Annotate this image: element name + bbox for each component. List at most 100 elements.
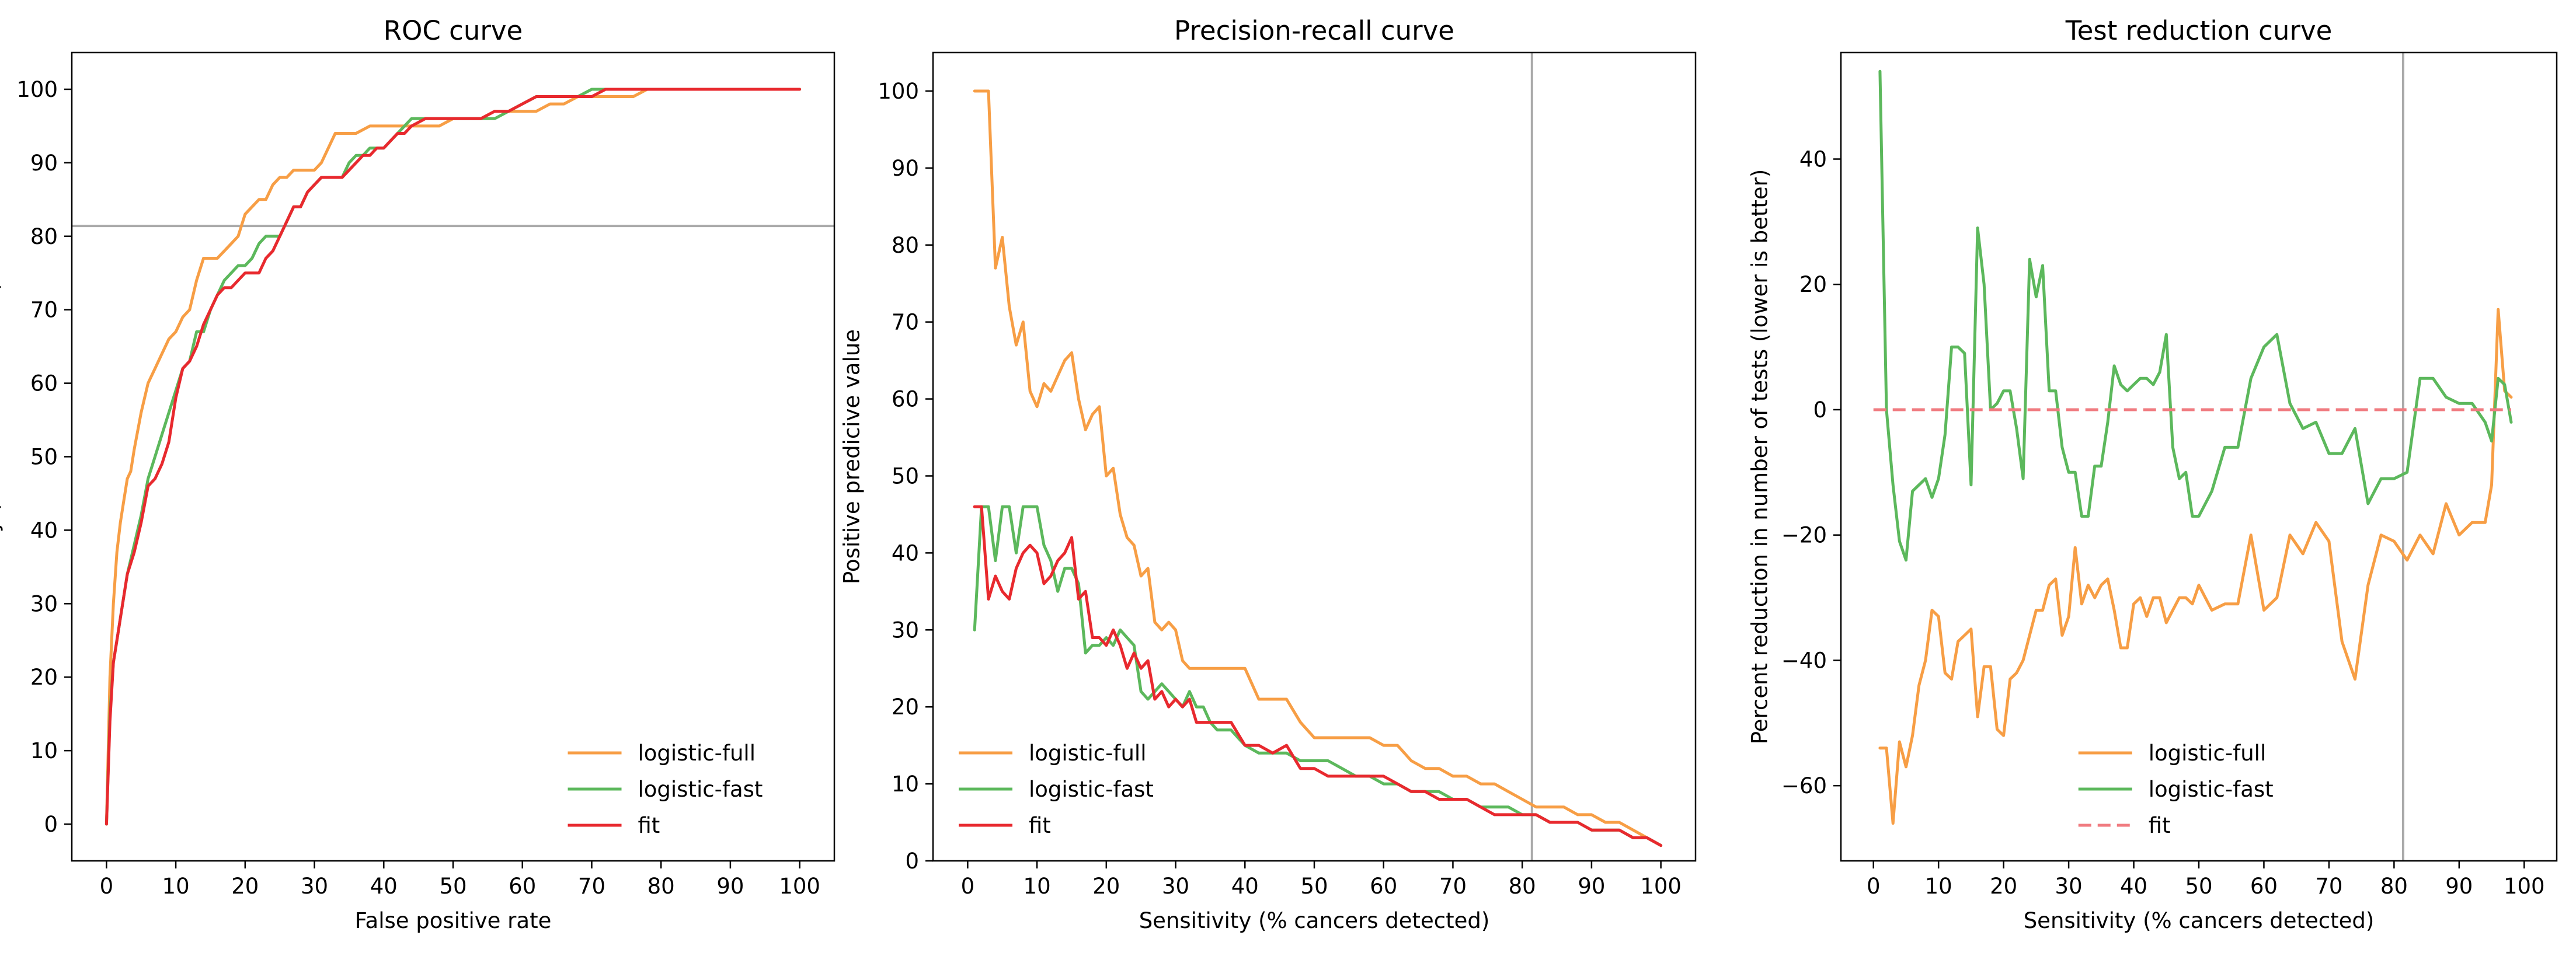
chart-title: Precision-recall curve — [1174, 15, 1454, 46]
y-tick-label: −60 — [1781, 773, 1827, 798]
x-tick-label: 60 — [1370, 874, 1397, 899]
x-tick-label: 50 — [2185, 874, 2212, 899]
y-axis-label: Positive predicive value — [840, 329, 865, 584]
legend-label-logistic-full: logistic-full — [1029, 741, 1146, 766]
series-group — [1873, 69, 2513, 825]
series-line-fit — [105, 88, 802, 826]
legend-label-logistic-full: logistic-full — [2149, 741, 2266, 766]
series-line-logistic-full — [105, 88, 802, 826]
series-group — [105, 88, 802, 826]
x-tick-label: 30 — [301, 874, 328, 899]
test-reduction-chart: Test reduction curve 0 10 20 30 40 50 60 70 80 90 1… — [1747, 15, 2558, 933]
x-axis-label: False positive rate — [355, 908, 552, 933]
x-tick-label: 30 — [1162, 874, 1189, 899]
x-tick-label: 60 — [2250, 874, 2278, 899]
x-tick-label: 80 — [1509, 874, 1536, 899]
series-line-fit — [973, 505, 1663, 847]
x-tick-label: 100 — [779, 874, 820, 899]
legend-box — [552, 728, 824, 850]
x-tick-label: 90 — [2445, 874, 2473, 899]
x-tick-label: 80 — [648, 874, 675, 899]
y-tick-label: 60 — [892, 387, 919, 412]
y-tick-label: 20 — [892, 695, 919, 720]
y-tick-label: 30 — [892, 617, 919, 643]
legend-label-logistic-fast: logistic-fast — [638, 777, 763, 802]
x-tick-label: 0 — [100, 874, 114, 899]
x-tick-label: 0 — [1867, 874, 1881, 899]
y-tick-label: 50 — [892, 463, 919, 489]
y-tick-label: 90 — [892, 156, 919, 181]
precision-recall-chart: Precision-recall curve 0 10 20 30 40 50 60 70 80 9… — [840, 15, 1697, 933]
x-tick-label: 100 — [2504, 874, 2545, 899]
x-tick-label: 70 — [2315, 874, 2342, 899]
x-axis-label: Sensitivity (% cancers detected) — [2024, 908, 2375, 933]
x-tick-label: 60 — [509, 874, 536, 899]
x-tick-label: 90 — [716, 874, 744, 899]
legend-label-fit: fit — [2149, 813, 2171, 838]
series-line-logistic-full — [1878, 308, 2513, 825]
legend-box — [2063, 728, 2335, 850]
x-tick-label: 40 — [370, 874, 398, 899]
y-tick-label: 0 — [905, 849, 919, 874]
y-tick-label: 70 — [30, 298, 58, 323]
series-line-logistic-fast — [105, 88, 802, 826]
y-axis-label: Percent reduction in number of tests (lo… — [1747, 169, 1773, 745]
legend-label-fit: fit — [638, 813, 660, 838]
x-tick-label: 10 — [1925, 874, 1952, 899]
y-tick-label: 80 — [892, 233, 919, 258]
y-tick-label: 60 — [30, 371, 58, 396]
series-group — [973, 89, 1663, 847]
y-tick-label: 50 — [30, 445, 58, 470]
y-tick-label: 90 — [30, 151, 58, 176]
series-line-logistic-fast — [973, 505, 1663, 847]
y-tick-label: −20 — [1781, 523, 1827, 548]
y-tick-label: 40 — [1799, 147, 1827, 172]
x-tick-label: 50 — [1300, 874, 1328, 899]
legend-label-logistic-fast: logistic-fast — [1029, 777, 1154, 802]
x-tick-label: 50 — [439, 874, 467, 899]
y-tick-label: −40 — [1781, 648, 1827, 673]
y-tick-label: 10 — [30, 738, 58, 763]
legend-label-logistic-full: logistic-full — [638, 741, 756, 766]
x-tick-label: 80 — [2380, 874, 2408, 899]
y-tick-label: 70 — [892, 310, 919, 335]
y-tick-label: 10 — [892, 772, 919, 797]
y-tick-label: 20 — [30, 665, 58, 690]
legend-label-logistic-fast: logistic-fast — [2149, 777, 2274, 802]
legend: logistic-full logistic-fast fit — [944, 728, 1215, 850]
y-axis-label: Sensitivity (% cancers detected) — [0, 281, 4, 632]
x-tick-label: 40 — [1231, 874, 1259, 899]
x-tick-label: 90 — [1578, 874, 1605, 899]
y-tick-label: 40 — [30, 518, 58, 543]
legend: logistic-full logistic-fast fit — [552, 728, 824, 850]
x-tick-label: 70 — [1439, 874, 1467, 899]
x-tick-label: 30 — [2055, 874, 2083, 899]
y-tick-label: 100 — [878, 79, 919, 104]
y-tick-label: 80 — [30, 224, 58, 249]
y-tick-label: 40 — [892, 540, 919, 566]
y-tick-label: 0 — [1813, 397, 1827, 423]
chart-title: Test reduction curve — [2065, 15, 2333, 46]
series-line-logistic-fast — [1878, 69, 2513, 562]
legend: logistic-full logistic-fast fit — [2063, 728, 2335, 850]
y-tick-label: 30 — [30, 591, 58, 616]
x-tick-label: 20 — [1092, 874, 1120, 899]
legend-label-fit: fit — [1029, 813, 1051, 838]
x-tick-label: 20 — [231, 874, 259, 899]
x-tick-label: 70 — [578, 874, 605, 899]
x-tick-label: 20 — [1990, 874, 2017, 899]
series-line-logistic-full — [973, 89, 1663, 847]
x-tick-label: 40 — [2120, 874, 2147, 899]
x-tick-label: 10 — [162, 874, 190, 899]
x-tick-label: 0 — [961, 874, 975, 899]
y-tick-label: 100 — [16, 77, 58, 102]
x-axis-label: Sensitivity (% cancers detected) — [1139, 908, 1490, 933]
chart-title: ROC curve — [384, 15, 523, 46]
x-tick-label: 100 — [1640, 874, 1682, 899]
roc-chart: ROC curve 0 10 20 30 40 50 60 70 80 90 100 0 10 20 30 40… — [0, 15, 836, 933]
y-tick-label: 0 — [44, 812, 58, 837]
x-tick-label: 10 — [1024, 874, 1051, 899]
y-tick-label: 20 — [1799, 272, 1827, 297]
legend-box — [944, 728, 1215, 850]
